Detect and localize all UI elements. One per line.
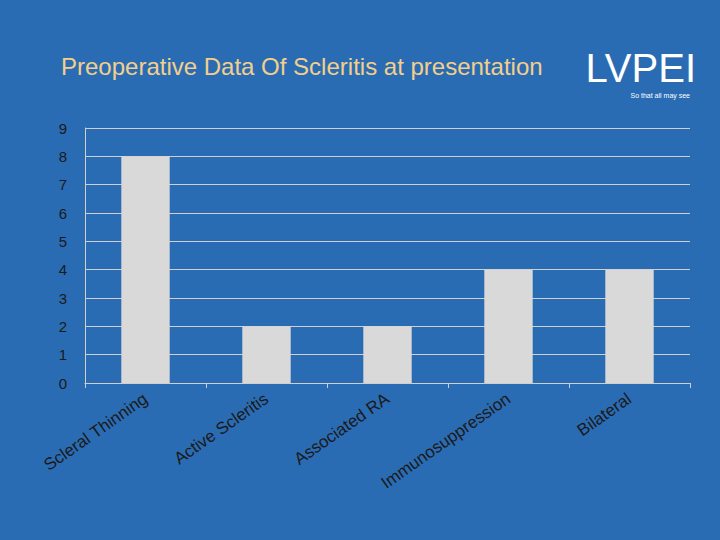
- svg-text:Active Scleritis: Active Scleritis: [171, 389, 272, 468]
- svg-text:3: 3: [59, 290, 67, 307]
- svg-text:LVPEI: LVPEI: [586, 46, 696, 90]
- svg-text:7: 7: [59, 176, 67, 193]
- svg-text:0: 0: [59, 375, 67, 392]
- svg-text:4: 4: [59, 261, 67, 278]
- svg-text:Bilateral: Bilateral: [574, 389, 635, 440]
- svg-text:Associated RA: Associated RA: [291, 389, 394, 469]
- svg-text:1: 1: [59, 346, 67, 363]
- svg-text:Preoperative Data Of Scleritis: Preoperative Data Of Scleritis at presen…: [61, 53, 543, 80]
- svg-text:Immunosuppression: Immunosuppression: [378, 389, 514, 492]
- svg-text:9: 9: [59, 120, 67, 137]
- svg-text:Scleral Thinning: Scleral Thinning: [40, 389, 150, 474]
- svg-text:5: 5: [59, 233, 67, 250]
- svg-text:So that all may see: So that all may see: [630, 92, 690, 100]
- svg-text:6: 6: [59, 205, 67, 222]
- svg-text:2: 2: [59, 318, 67, 335]
- svg-text:8: 8: [59, 148, 67, 165]
